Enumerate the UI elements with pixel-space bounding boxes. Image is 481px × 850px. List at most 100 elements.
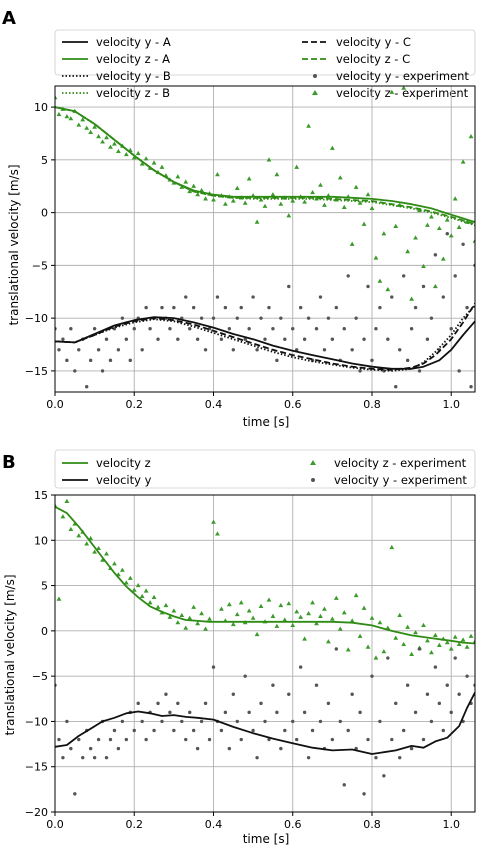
point-p0-velocity-z-experiment-35	[191, 183, 197, 188]
point-p0-velocity-z-experiment-72	[337, 175, 343, 180]
y-tick-label-p0-1: −10	[25, 312, 48, 325]
point-p0-velocity-y-experiment-87	[398, 348, 402, 352]
point-p0-velocity-y-experiment-55	[271, 326, 275, 331]
point-p1-velocity-z-experiment-76	[353, 592, 359, 598]
point-p1-velocity-y-experiment-10	[92, 755, 97, 760]
point-p0-velocity-z-experiment-16	[115, 148, 121, 154]
point-p0-velocity-z-experiment-78	[361, 221, 367, 226]
point-p0-velocity-y-experiment-46	[235, 316, 239, 320]
point-p0-velocity-z-experiment-106	[472, 238, 475, 243]
point-p0-velocity-y-experiment-94	[425, 337, 430, 341]
point-p0-velocity-z-experiment-20	[131, 155, 137, 160]
point-p1-velocity-z-experiment-58	[282, 617, 288, 622]
point-p1-velocity-z-experiment-44	[226, 601, 232, 607]
legend-p1-velocity-y-label: velocity y	[96, 473, 152, 487]
point-p1-velocity-z-experiment-73	[341, 610, 347, 615]
point-p0-velocity-y-experiment-9	[88, 358, 93, 363]
legend-p0-velocity-y-c-label: velocity y - C	[336, 35, 411, 49]
point-p1-velocity-y-experiment-15	[112, 728, 117, 733]
series-line-p1-velocity-z	[55, 506, 475, 645]
y-tick-label-p1-3: −5	[32, 670, 48, 683]
point-p1-velocity-y-experiment-69	[326, 701, 331, 706]
point-p0-velocity-y-experiment-57	[279, 316, 283, 320]
point-p0-velocity-z-experiment-84	[385, 287, 391, 292]
point-p0-velocity-y-experiment-8	[84, 385, 89, 389]
point-p0-velocity-y-experiment-5	[73, 369, 77, 373]
point-p0-velocity-z-experiment-32	[179, 184, 185, 189]
point-p0-velocity-y-experiment-96	[433, 253, 438, 257]
point-p0-velocity-y-experiment-82	[378, 305, 382, 310]
point-p0-velocity-z-experiment-41	[215, 172, 220, 177]
point-p1-velocity-z-experiment-1	[56, 596, 62, 601]
point-p1-velocity-y-experiment-47	[239, 737, 243, 742]
point-p1-velocity-y-experiment-96	[433, 665, 438, 669]
point-p1-velocity-z-experiment-17	[119, 567, 125, 572]
point-p1-velocity-z-experiment-26	[155, 604, 161, 609]
point-p0-velocity-z-experiment-13	[104, 135, 109, 140]
point-p1-velocity-z-experiment-72	[337, 626, 343, 631]
point-p0-velocity-y-experiment-40	[211, 316, 216, 320]
y-tick-label-p1-7: 15	[34, 489, 48, 502]
point-p0-velocity-z-experiment-55	[270, 192, 276, 197]
legend-p0-velocity-z-a-label: velocity z - A	[96, 52, 170, 66]
point-p0-velocity-z-experiment-10	[92, 124, 98, 129]
point-p1-velocity-y-experiment-62	[298, 665, 303, 669]
point-p0-velocity-y-experiment-60	[291, 326, 295, 331]
point-p1-velocity-z-experiment-24	[147, 600, 153, 605]
point-p1-velocity-y-experiment-2	[61, 755, 65, 760]
point-p0-velocity-z-experiment-99	[444, 217, 450, 222]
point-p0-velocity-y-experiment-86	[394, 385, 398, 389]
x-tick-label-p1-1: 0.2	[125, 818, 143, 831]
point-p1-velocity-z-experiment-2	[60, 514, 66, 519]
point-p1-velocity-z-experiment-19	[127, 575, 133, 580]
point-p0-velocity-z-experiment-93	[421, 263, 426, 269]
point-p1-velocity-z-experiment-100	[448, 646, 454, 651]
point-p1-velocity-y-experiment-39	[207, 737, 212, 742]
point-p1-velocity-y-experiment-94	[425, 692, 430, 696]
point-p1-velocity-y-experiment-74	[346, 728, 350, 733]
point-p0-velocity-y-experiment-70	[330, 337, 335, 341]
point-p1-velocity-y-experiment-3	[65, 719, 69, 724]
plot-area-p0	[55, 86, 475, 389]
point-p1-velocity-y-experiment-86	[394, 701, 398, 706]
point-p1-velocity-y-experiment-53	[263, 719, 267, 724]
point-p0-velocity-z-experiment-77	[357, 200, 363, 205]
y-tick-label-p0-3: 0	[41, 207, 48, 220]
point-p0-velocity-y-experiment-80	[370, 358, 374, 363]
y-tick-label-p0-4: 5	[41, 154, 48, 167]
point-p1-velocity-y-experiment-87	[398, 755, 402, 760]
point-p0-velocity-z-experiment-64	[306, 123, 311, 128]
x-tick-label-p1-2: 0.4	[205, 818, 223, 831]
point-p1-velocity-y-experiment-6	[77, 737, 81, 742]
point-p1-velocity-z-experiment-13	[104, 551, 109, 556]
point-p0-velocity-z-experiment-60	[290, 198, 296, 203]
point-p1-velocity-z-experiment-78	[361, 605, 367, 610]
point-p1-velocity-y-experiment-97	[437, 701, 442, 706]
y-tick-label-p1-1: −15	[25, 761, 48, 774]
point-p1-velocity-y-experiment-42	[219, 728, 224, 733]
panel-label-b: B	[2, 452, 16, 473]
point-p0-velocity-z-experiment-95	[429, 214, 434, 219]
point-p0-velocity-y-experiment-16	[116, 348, 121, 352]
point-p1-velocity-y-experiment-13	[104, 755, 109, 760]
point-p0-velocity-y-experiment-22	[140, 348, 144, 352]
point-p1-velocity-y-experiment-29	[168, 710, 172, 715]
point-p1-velocity-z-experiment-104	[464, 644, 470, 649]
point-p0-velocity-y-experiment-93	[421, 284, 426, 289]
point-p0-velocity-y-experiment-6	[77, 348, 81, 352]
point-p1-velocity-z-experiment-85	[389, 544, 395, 550]
legend-a: velocity y - A velocity y - C velocity z -…	[54, 29, 476, 100]
y-axis-label-b: translational velocity [m/s]	[3, 574, 17, 735]
point-p0-velocity-y-experiment-4	[69, 326, 73, 331]
point-p1-velocity-z-experiment-56	[274, 623, 280, 628]
point-p1-velocity-z-experiment-28	[163, 602, 169, 608]
point-p1-velocity-y-experiment-45	[231, 692, 236, 696]
point-p0-velocity-z-experiment-9	[88, 129, 94, 135]
point-p0-velocity-y-experiment-33	[184, 295, 188, 299]
point-p1-velocity-z-experiment-18	[123, 580, 129, 585]
point-p1-velocity-y-experiment-66	[314, 683, 319, 687]
point-p0-velocity-y-experiment-11	[96, 348, 101, 352]
point-p0-velocity-y-experiment-34	[188, 326, 192, 331]
point-p1-velocity-z-experiment-38	[203, 626, 208, 631]
point-p0-velocity-z-experiment-31	[175, 174, 181, 179]
